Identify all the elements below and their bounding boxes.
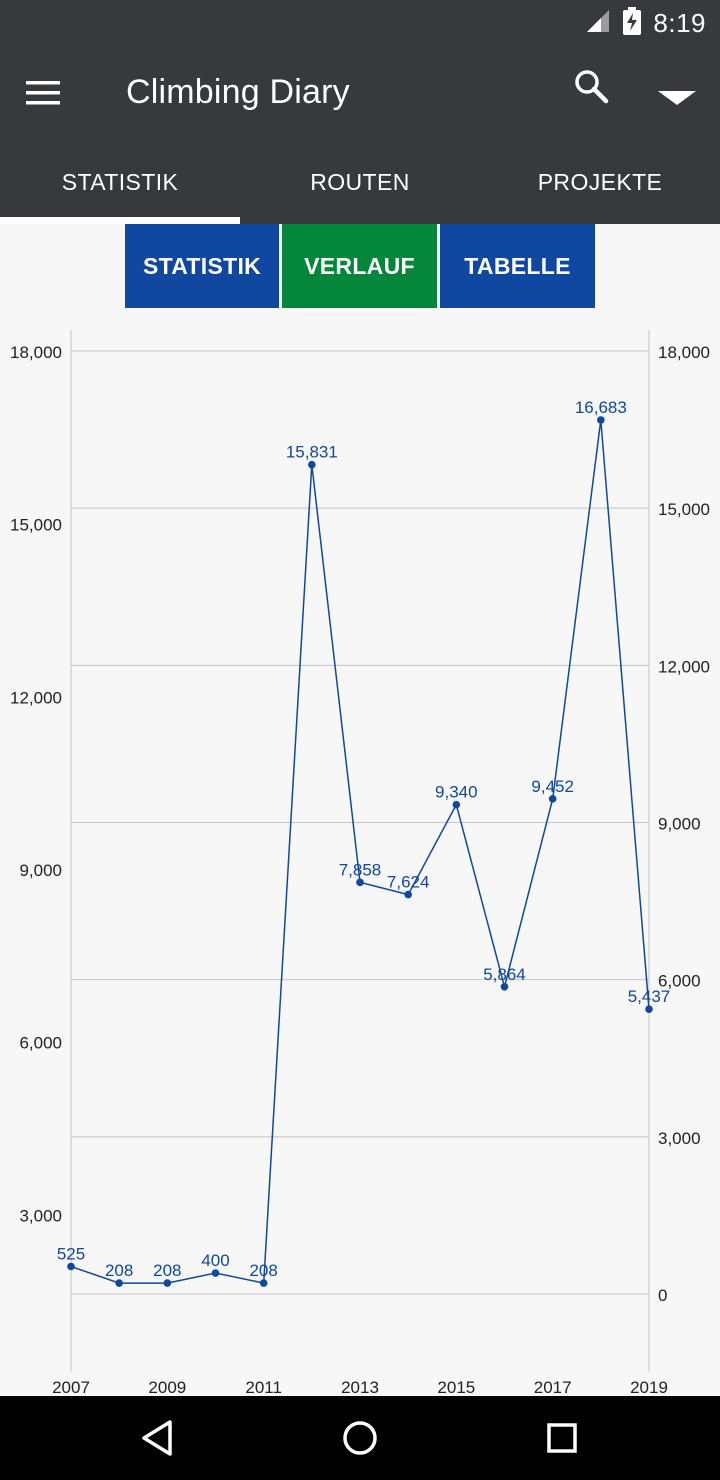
segment-statistik-button[interactable]: STATISTIK <box>125 224 279 308</box>
line-chart: 3,000 6,000 9,000 12,000 15,000 18,000 0 3,000 6… <box>10 330 710 1396</box>
data-label: 5,437 <box>628 987 671 1006</box>
data-point <box>645 1005 653 1013</box>
left-axis-tick-label: 3,000 <box>19 1206 62 1225</box>
data-point <box>597 416 605 424</box>
x-axis-tick-label: 2013 <box>341 1378 379 1396</box>
data-label: 5,864 <box>483 965 526 984</box>
data-point <box>163 1279 172 1287</box>
x-axis-tick-label: 2011 <box>245 1378 282 1396</box>
data-point <box>259 1279 268 1287</box>
left-axis-tick-label: 6,000 <box>19 1034 62 1053</box>
navigation-bar <box>0 1396 720 1480</box>
segment-label: VERLAUF <box>304 252 415 279</box>
view-switcher: STATISTIK VERLAUF TABELLE <box>125 224 595 308</box>
data-point <box>115 1279 123 1287</box>
right-axis-tick-label: 6,000 <box>658 972 701 991</box>
data-point <box>356 878 364 887</box>
x-axis-tick-label: 2017 <box>534 1378 572 1396</box>
segment-label: TABELLE <box>464 252 571 279</box>
data-point <box>308 460 316 469</box>
search-icon[interactable] <box>574 69 614 109</box>
right-axis-tick-label: 9,000 <box>658 815 701 834</box>
x-axis-tick-label: 2007 <box>52 1378 90 1396</box>
data-point <box>67 1262 75 1271</box>
tab-label: ROUTEN <box>310 168 410 195</box>
tab-statistik[interactable]: STATISTIK <box>0 140 240 224</box>
x-axis-tick-label: 2019 <box>630 1378 668 1396</box>
data-label: 525 <box>57 1244 85 1263</box>
data-label: 7,858 <box>339 860 382 879</box>
tab-bar: STATISTIK ROUTEN PROJEKTE <box>0 140 720 224</box>
back-icon[interactable] <box>134 1414 182 1462</box>
right-axis-tick-label: 15,000 <box>658 500 710 519</box>
tab-label: PROJEKTE <box>537 168 663 195</box>
status-icons: 8:19 <box>585 6 706 40</box>
right-axis-tick-label: 12,000 <box>658 657 710 676</box>
data-label: 15,831 <box>286 443 338 462</box>
segment-tabelle-button[interactable]: TABELLE <box>440 224 595 308</box>
data-point <box>548 795 557 803</box>
status-bar: 8:19 <box>0 0 720 45</box>
tab-routen[interactable]: ROUTEN <box>240 140 480 224</box>
data-label: 400 <box>201 1251 229 1270</box>
data-label: 208 <box>249 1261 277 1280</box>
signal-icon <box>585 8 611 39</box>
segment-label: STATISTIK <box>142 252 262 279</box>
recents-icon[interactable] <box>538 1414 586 1462</box>
data-point <box>211 1269 220 1277</box>
chart-area: 3,000 6,000 9,000 12,000 15,000 18,000 0 3,000 6… <box>0 308 720 1396</box>
battery-charging-icon <box>623 6 642 40</box>
left-axis-tick-label: 12,000 <box>10 688 62 707</box>
data-label: 208 <box>105 1261 133 1280</box>
right-axis-tick-label: 0 <box>658 1286 667 1305</box>
menu-icon[interactable] <box>26 75 72 111</box>
data-point <box>452 800 461 809</box>
x-axis-tick-label: 2009 <box>148 1378 186 1396</box>
dropdown-icon[interactable] <box>656 87 700 109</box>
segment-verlauf-button[interactable]: VERLAUF <box>282 224 437 308</box>
data-label: 9,340 <box>435 783 478 802</box>
right-axis-tick-label: 18,000 <box>658 343 710 362</box>
right-axis-tick-label: 3,000 <box>658 1129 701 1148</box>
left-axis-tick-label: 9,000 <box>19 861 62 880</box>
data-label: 9,452 <box>531 777 574 796</box>
series-line <box>70 419 650 1285</box>
x-axis-tick-label: 2015 <box>437 1378 475 1396</box>
data-point <box>500 982 509 991</box>
data-label: 7,624 <box>387 873 430 892</box>
app-title: Climbing Diary <box>126 73 350 111</box>
tab-indicator <box>0 217 240 224</box>
status-time: 8:19 <box>653 7 706 38</box>
left-axis-tick-label: 18,000 <box>10 343 62 362</box>
tab-label: STATISTIK <box>61 168 179 195</box>
left-axis-tick-label: 15,000 <box>10 516 62 535</box>
home-icon[interactable] <box>336 1414 384 1462</box>
app-bar: Climbing Diary <box>0 45 720 140</box>
tab-projekte[interactable]: PROJEKTE <box>480 140 720 224</box>
data-label: 208 <box>153 1261 181 1280</box>
data-point <box>404 890 412 899</box>
data-label: 16,683 <box>575 398 627 417</box>
